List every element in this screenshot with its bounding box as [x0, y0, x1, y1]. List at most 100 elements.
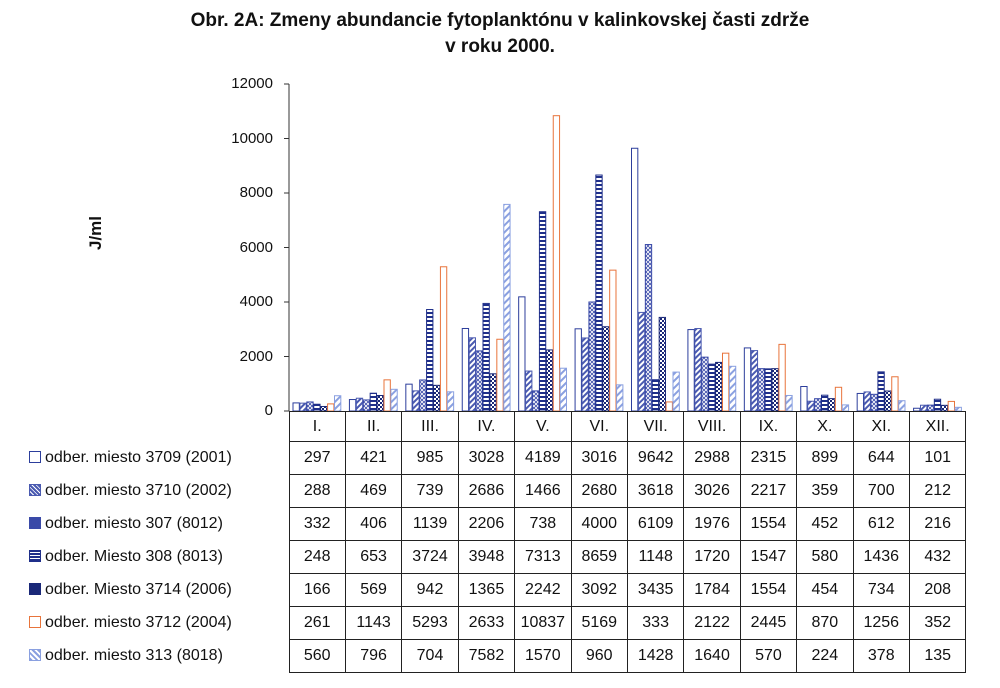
data-label: 2122 [683, 606, 741, 640]
data-label: 569 [344, 573, 403, 607]
bar-series-0-VIII [687, 329, 695, 412]
bar-series-0-IX [743, 347, 752, 412]
data-label: 2445 [739, 606, 798, 640]
bar-series-0-V [518, 296, 526, 412]
bar-series-5-VIII [722, 352, 730, 412]
y-tick-label: 4000 [239, 293, 273, 310]
x-tick-label: XI. [852, 411, 910, 442]
data-label: 653 [344, 540, 403, 574]
y-tick-label: 2000 [239, 347, 273, 365]
x-tick-label: II. [344, 411, 403, 442]
y-tick-label: 10000 [231, 129, 273, 147]
legend-entry: odber. miesto 3712 (2004) [26, 606, 290, 640]
x-tick-label: III. [401, 411, 459, 442]
data-label: 452 [796, 507, 854, 541]
data-label: 332 [288, 507, 346, 541]
data-label: 1720 [683, 540, 741, 574]
bar-series-6-V [559, 367, 567, 412]
legend-entry: odber. miesto 3709 (2001) [26, 441, 290, 475]
legend-swatch [29, 615, 41, 628]
data-label: 1547 [739, 540, 798, 574]
bar-series-4-III [433, 384, 441, 412]
legend-entry: odber. miesto 3710 (2002) [26, 474, 290, 508]
bar-series-1-X [807, 400, 815, 412]
data-label: 2680 [570, 474, 628, 508]
data-label: 216 [908, 507, 967, 541]
bar-series-2-VIII [701, 356, 709, 412]
table-row: odber. miesto 313 (8018) 560 796 704 7582 157… [26, 639, 967, 673]
bar-series-5-V [552, 115, 561, 412]
data-label: 1554 [739, 507, 798, 541]
data-label: 9642 [626, 441, 685, 475]
x-tick-label: V. [514, 411, 572, 442]
table-row: odber. miesto 3709 (2001) 297 421 985 3028 41… [26, 441, 967, 475]
legend-swatch [29, 450, 41, 463]
data-label: 3016 [570, 441, 628, 475]
data-label: 3948 [457, 540, 516, 574]
bar-series-4-VI [602, 326, 610, 412]
bar-series-3-XI [877, 371, 885, 412]
bar-series-1-II [355, 397, 364, 412]
data-label: 378 [852, 639, 910, 673]
bar-series-0-IV [461, 327, 470, 412]
x-tick-label: VI. [570, 411, 628, 442]
legend-swatch [29, 648, 41, 661]
data-label: 3092 [570, 573, 628, 607]
x-tick-label: VII. [626, 411, 685, 442]
data-label: 1640 [683, 639, 741, 673]
data-label: 2217 [739, 474, 798, 508]
data-label: 738 [514, 507, 572, 541]
bar-series-1-VIII [694, 328, 702, 412]
bar-series-3-VI [595, 174, 603, 412]
data-label: 297 [288, 441, 346, 475]
bar-series-6-I [334, 395, 342, 412]
data-label: 421 [344, 441, 403, 475]
data-label: 704 [401, 639, 459, 673]
bar-series-4-VII [658, 316, 666, 412]
data-label: 7582 [457, 639, 516, 673]
data-label: 359 [796, 474, 854, 508]
data-label: 2633 [457, 606, 516, 640]
bar-series-5-XI [891, 376, 899, 412]
bar-series-0-X [800, 386, 808, 412]
data-label: 3724 [401, 540, 459, 574]
bar-series-6-VI [616, 384, 624, 412]
data-label: 985 [401, 441, 459, 475]
bar-series-5-IX [778, 343, 786, 412]
data-label: 1976 [683, 507, 741, 541]
data-label: 560 [288, 639, 346, 673]
bar-series-3-V [538, 211, 547, 412]
data-label: 796 [344, 639, 403, 673]
data-label: 734 [852, 573, 910, 607]
bar-series-2-XII [926, 404, 935, 412]
bar-series-4-XII [940, 404, 949, 412]
bar-series-5-XII [947, 400, 955, 412]
table-row: odber. miesto 3710 (2002) 288 469 739 2686 14… [26, 474, 967, 508]
data-label: 4189 [514, 441, 572, 475]
bar-series-1-I [299, 402, 307, 412]
data-label: 960 [570, 639, 628, 673]
data-label: 942 [401, 573, 459, 607]
data-label: 212 [908, 474, 967, 508]
data-label: 288 [288, 474, 346, 508]
y-tick-label: 8000 [239, 184, 273, 201]
bar-series-5-II [383, 379, 391, 412]
bar-series-6-VIII [728, 365, 737, 412]
bar-series-6-IV [503, 203, 511, 412]
bar-series-2-IV [475, 350, 483, 412]
data-label: 3618 [626, 474, 685, 508]
data-label: 3028 [457, 441, 516, 475]
data-label: 6109 [626, 507, 685, 541]
data-label: 1148 [626, 540, 685, 574]
bar-series-2-II [362, 399, 371, 412]
data-label: 1365 [457, 573, 516, 607]
legend-label: odber. miesto 3712 (2004) [45, 614, 232, 631]
x-tick-label: I. [288, 411, 346, 442]
data-label: 248 [288, 540, 346, 574]
legend-label: odber. miesto 307 (8012) [45, 515, 223, 532]
legend-label: odber. Miesto 3714 (2006) [45, 581, 232, 598]
bar-series-6-X [841, 404, 850, 412]
x-tick-label: IV. [457, 411, 516, 442]
x-tick-label: IX. [739, 411, 798, 442]
legend-swatch [29, 582, 41, 595]
